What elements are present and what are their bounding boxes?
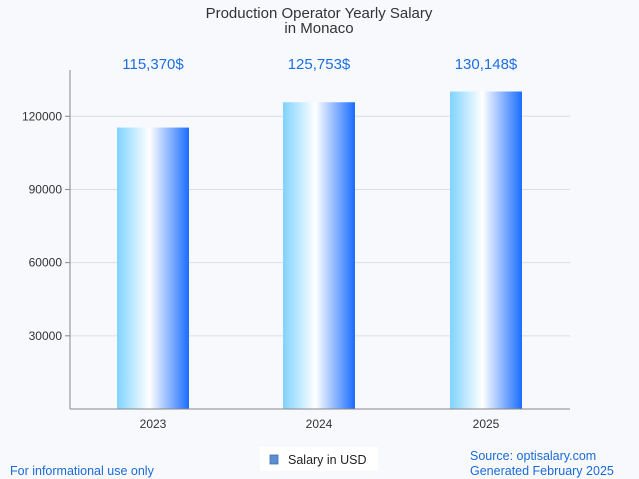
y-tick-label: 120000 bbox=[22, 109, 62, 123]
bar-2023 bbox=[117, 127, 189, 410]
labels: 30000 60000 90000 120000 115,370$ 2023 125,753… bbox=[22, 56, 518, 431]
footer-source: Source: optisalary.com bbox=[470, 449, 596, 463]
legend-box bbox=[260, 447, 378, 471]
data-label-2024: 125,753$ bbox=[288, 56, 351, 73]
y-tick-label: 30000 bbox=[29, 329, 63, 343]
bar-2024 bbox=[283, 102, 355, 409]
data-label-2023: 115,370$ bbox=[122, 56, 184, 73]
x-tick-label-2023: 2023 bbox=[140, 417, 167, 431]
chart-title-line-2: in Monaco bbox=[284, 20, 353, 37]
data-label-2025: 130,148$ bbox=[455, 56, 518, 73]
x-tick-label-2025: 2025 bbox=[473, 417, 500, 431]
bars bbox=[117, 91, 522, 410]
footer-disclaimer: For informational use only bbox=[10, 464, 155, 478]
bar-2025 bbox=[450, 91, 522, 409]
x-tick-label-2024: 2024 bbox=[306, 417, 333, 431]
legend: Salary in USD bbox=[260, 447, 378, 471]
legend-swatch bbox=[269, 454, 279, 465]
footer-generated: Generated February 2025 bbox=[470, 464, 614, 478]
legend-label: Salary in USD bbox=[288, 453, 367, 467]
y-tick-label: 90000 bbox=[29, 182, 63, 196]
chart-title-line-1: Production Operator Yearly Salary bbox=[206, 5, 433, 22]
y-tick-label: 60000 bbox=[29, 256, 63, 270]
